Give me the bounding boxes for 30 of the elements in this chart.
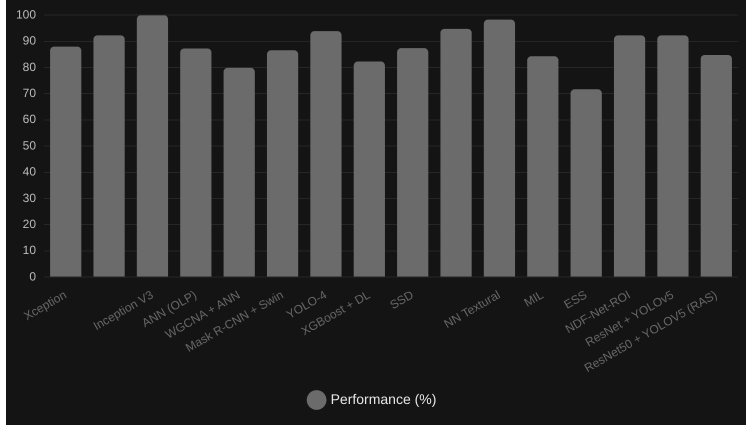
y-tick-label: 0 [29,269,36,284]
y-tick-label: 60 [22,112,36,126]
y-tick-label: 100 [16,8,36,22]
bar [397,48,428,276]
bar [354,62,385,276]
y-tick-label: 20 [22,216,36,231]
bar [180,48,212,276]
bar [440,28,472,276]
bar [700,54,732,276]
y-tick-label: 70 [22,86,36,100]
y-tick-label: 80 [22,60,36,74]
y-tick-label: 50 [22,138,36,152]
bar [527,56,558,276]
y-tick-label: 10 [22,243,36,258]
legend-label: Performance (%) [330,390,436,407]
bar [570,89,602,276]
y-tick-label: 40 [22,164,36,179]
y-tick-label: 30 [22,190,36,205]
y-tick-label: 90 [22,34,36,48]
x-tick-label: MIL [522,287,546,310]
bar [93,35,125,276]
bar [657,35,689,276]
bar [224,68,255,276]
bar [614,35,646,276]
x-tick-label: SSD [387,287,416,312]
bar [310,31,342,276]
bar [136,15,168,276]
bar [484,20,516,276]
bar [50,46,82,276]
bar [266,50,298,276]
